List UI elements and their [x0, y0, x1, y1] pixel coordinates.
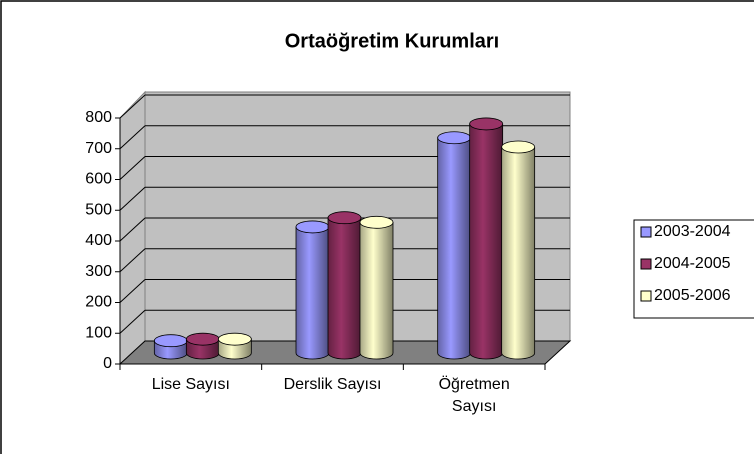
chart-title: Ortaöğretim Kurumları: [285, 30, 499, 52]
bar-top: [437, 131, 472, 145]
bar: [153, 334, 188, 360]
legend-swatch: [640, 290, 652, 302]
bar-top: [469, 117, 504, 131]
bar-shade: [501, 146, 535, 359]
grid-line: [119, 309, 146, 334]
bar-shade: [437, 137, 471, 359]
bar-top: [359, 215, 394, 229]
legend-swatch: [640, 226, 652, 238]
bar-shade: [296, 226, 329, 359]
y-tick-label: 500: [85, 201, 112, 218]
y-tick-label: 200: [85, 294, 112, 311]
grid-line: [119, 248, 146, 273]
grid-line: [119, 125, 146, 150]
bar-top: [153, 334, 188, 348]
bar-top: [217, 332, 252, 346]
legend-swatch: [640, 258, 652, 270]
bar-top: [185, 332, 220, 346]
x-tick-label: Öğretmen Sayısı: [438, 376, 510, 415]
bar: [327, 211, 362, 360]
y-tick-label: 400: [85, 232, 112, 249]
grid-line: [119, 94, 146, 119]
bar: [185, 332, 220, 360]
x-tick-label: Derslik Sayısı: [283, 376, 382, 393]
bar: [217, 332, 252, 360]
bar-top: [501, 140, 536, 154]
legend-label: 2003-2004: [654, 223, 731, 240]
bar: [469, 117, 504, 360]
bar: [437, 131, 472, 360]
bar-shade: [328, 217, 361, 359]
grid-line: [119, 156, 146, 180]
y-tick-label: 300: [85, 263, 112, 280]
bar: [359, 215, 394, 360]
legend-label: 2004-2005: [654, 255, 731, 272]
grid-line: [119, 279, 146, 303]
bar: [501, 140, 536, 360]
y-tick-label: 700: [85, 140, 112, 157]
bar-shade: [469, 123, 503, 359]
y-tick-label: 800: [85, 109, 112, 126]
side-wall: [119, 90, 146, 366]
bar-shade: [360, 222, 393, 359]
y-tick-label: 600: [85, 171, 112, 188]
x-tick-label: Lise Sayısı: [151, 376, 230, 393]
legend-box: [633, 219, 754, 319]
grid-line: [119, 217, 146, 242]
grid-line: [119, 186, 146, 211]
legend-label: 2005-2006: [654, 287, 731, 304]
y-tick-label: 100: [85, 324, 112, 341]
bar-top: [295, 220, 330, 234]
bar-top: [327, 211, 362, 225]
y-tick-label: 0: [103, 355, 112, 372]
bar: [295, 220, 330, 360]
